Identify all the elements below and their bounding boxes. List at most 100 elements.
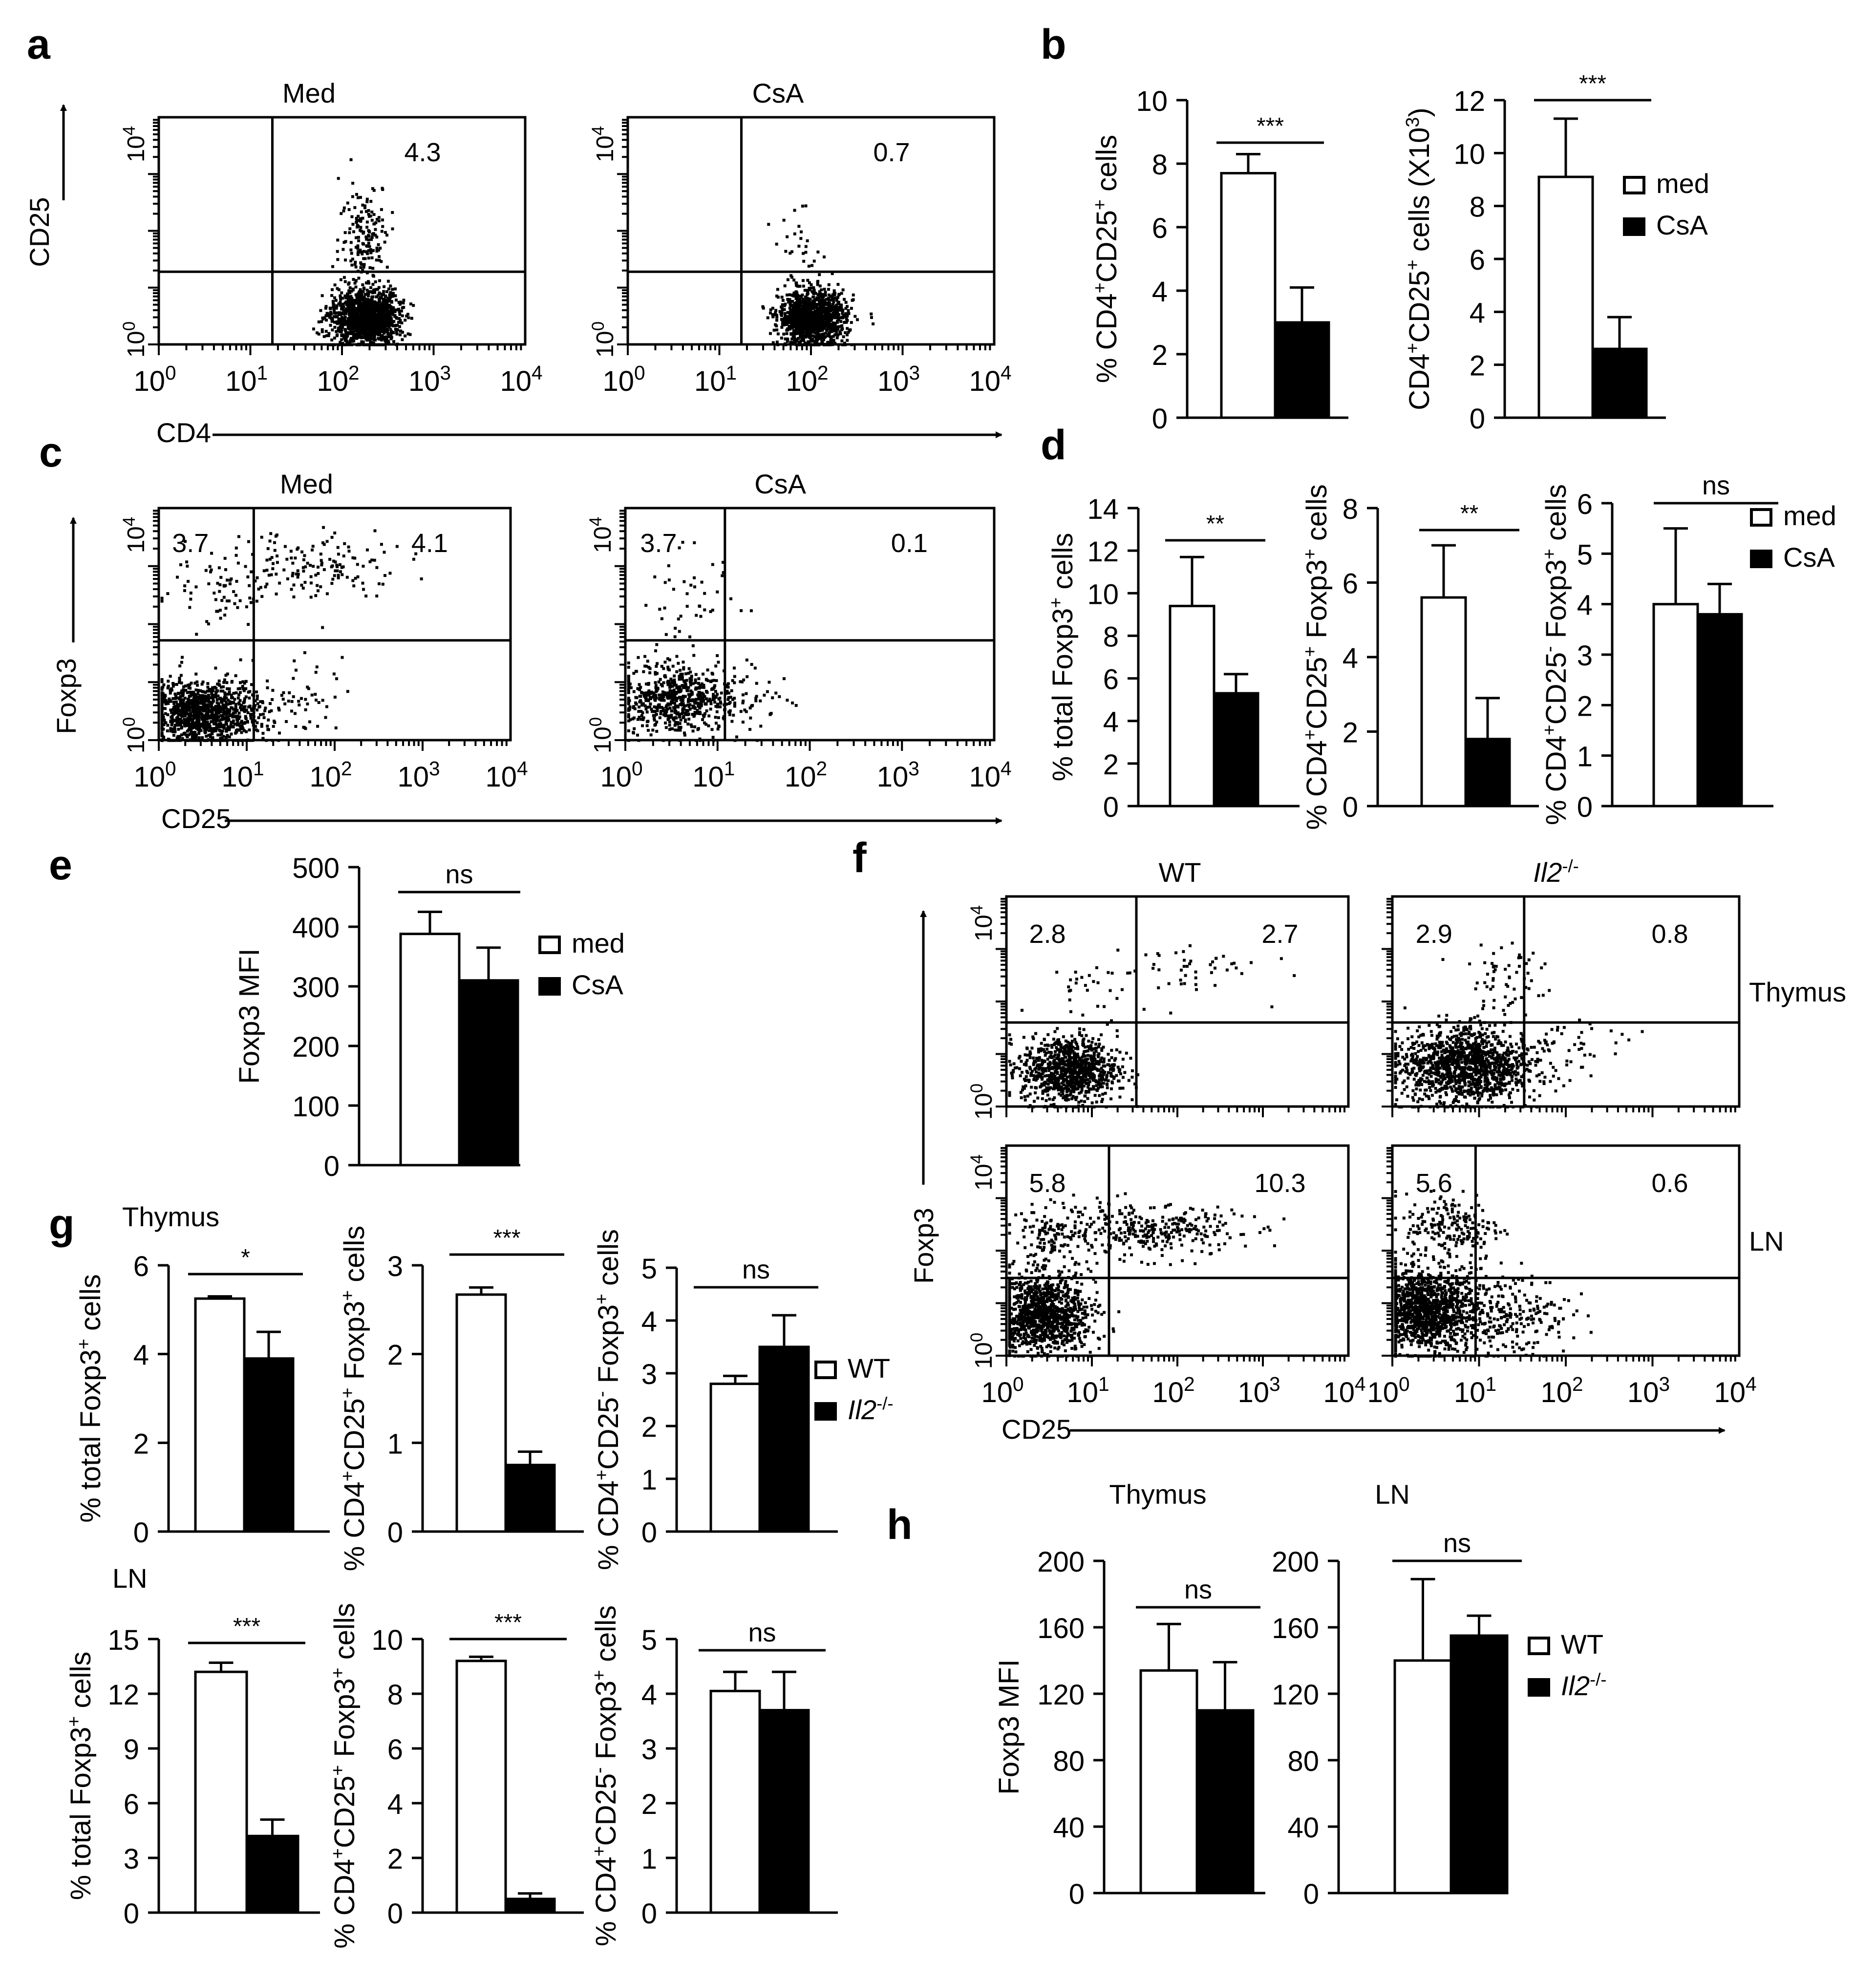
event-dot [264,706,267,710]
event-dot [820,313,824,317]
event-dot [355,192,359,196]
event-dot [389,307,393,311]
event-dot [320,328,324,331]
event-dot [825,298,829,301]
event-dot [242,707,245,711]
event-dot [221,698,225,701]
event-dot [399,333,402,337]
event-dot [359,293,362,296]
event-dot [244,680,248,683]
event-dot [810,329,813,332]
event-dot [217,711,221,714]
event-dot [212,694,215,697]
event-dot [215,727,218,730]
legend-swatch [1750,508,1772,527]
event-dot [377,286,381,289]
event-dot [398,325,401,328]
event-dot [387,334,390,338]
event-dot [266,679,269,682]
event-dot [348,341,352,345]
event-dot [171,715,174,718]
event-dot [292,677,295,680]
event-dot [333,283,337,287]
event-dot [171,684,175,688]
event-dot [223,696,226,699]
event-dot [761,305,765,308]
event-dot [320,294,324,298]
event-dot [214,721,217,724]
event-dot [244,715,247,718]
event-dot [211,686,214,689]
event-dot [365,548,369,552]
event-dot [187,703,191,706]
event-dot [360,313,363,317]
event-dot [184,540,187,543]
event-dot [706,679,710,682]
event-dot [655,713,658,716]
event-dot [656,707,659,711]
event-dot [199,689,202,692]
event-dot [675,683,678,687]
event-dot [219,697,222,700]
event-dot [332,315,336,319]
event-dot [783,320,787,324]
event-dot [188,709,191,712]
event-dot [801,306,805,309]
event-dot [227,716,230,719]
event-dot [366,303,370,306]
event-dot [400,309,403,313]
event-dot [216,704,219,708]
event-dot [180,733,183,737]
event-dot [290,709,293,713]
event-dot [387,325,391,328]
event-dot [354,293,358,297]
event-dot [835,336,839,340]
event-dot [249,601,253,604]
event-dot [320,559,323,562]
event-dot [806,278,810,282]
row-subtitle: Thymus [122,1201,219,1232]
event-dot [347,208,351,211]
event-dot [270,556,274,559]
event-dot [346,308,349,312]
event-dot [818,273,821,277]
event-dot [169,729,172,733]
event-dot [398,317,401,320]
event-dot [339,294,342,298]
event-dot [207,705,211,708]
event-dot [337,553,340,556]
event-dot [802,284,805,288]
event-dot [794,317,798,320]
event-dot [810,311,813,315]
event-dot [185,733,188,737]
event-dot [286,577,289,580]
event-dot [358,306,362,309]
event-dot [356,297,360,300]
event-dot [245,730,248,733]
event-dot [171,697,175,700]
event-dot [784,302,787,306]
event-dot [388,293,391,297]
event-dot [296,575,299,579]
event-dot [351,579,355,582]
event-dot [322,526,325,529]
event-dot [786,293,789,297]
event-dot [215,610,218,613]
event-dot [179,709,182,712]
event-dot [191,732,194,735]
event-dot [332,303,336,307]
event-dot [308,720,312,724]
event-dot [803,302,806,305]
x-tick-label: 103 [397,757,440,793]
event-dot [197,714,200,718]
event-dot [392,292,395,295]
event-dot [244,717,248,721]
y-tick-label: 0 [324,1150,340,1182]
event-dot [399,319,402,322]
event-dot [271,567,275,571]
event-dot [355,301,358,305]
event-dot [307,687,310,690]
event-dot [375,594,379,597]
event-dot [265,569,269,572]
event-dot [356,311,359,315]
